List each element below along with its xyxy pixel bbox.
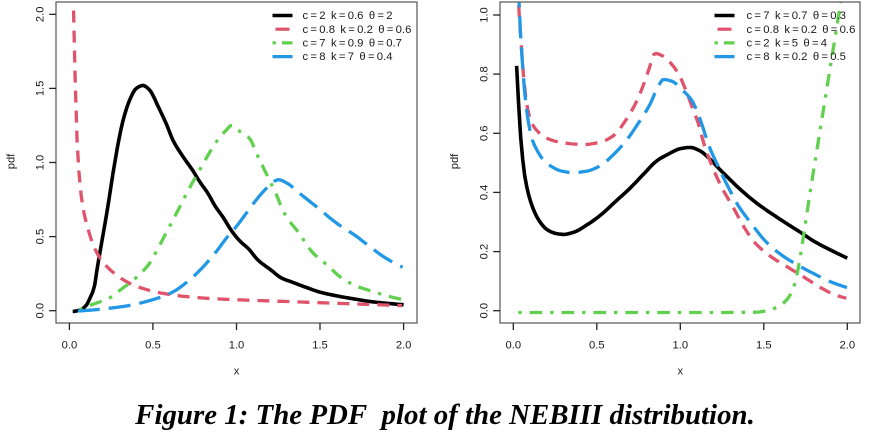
svg-text:1.0: 1.0 [35,155,47,171]
svg-text:1.5: 1.5 [756,340,772,352]
svg-text:Figure 1: The PDF plot of the: Figure 1: The PDF plot of the NEBIII dis… [134,399,755,431]
svg-text:0.4: 0.4 [479,185,491,201]
svg-text:0.8: 0.8 [479,66,491,82]
svg-text:1.0: 1.0 [229,340,245,352]
svg-text:0.2: 0.2 [479,244,491,260]
svg-text:1.0: 1.0 [673,340,689,352]
svg-text:0.0: 0.0 [479,303,491,319]
svg-text:0.0: 0.0 [35,303,47,319]
svg-text:c = 7 k = 0.7 θ = 0.3: c = 7 k = 0.7 θ = 0.3 [747,10,846,22]
svg-text:c = 0.8 k = 0.2 θ = 0.6: c = 0.8 k = 0.2 θ = 0.6 [303,24,412,36]
svg-text:0.0: 0.0 [506,340,522,352]
svg-text:1.5: 1.5 [35,81,47,97]
svg-text:0.5: 0.5 [145,340,161,352]
svg-text:c = 7 k = 0.9 θ = 0.7: c = 7 k = 0.9 θ = 0.7 [303,38,402,50]
svg-text:c = 2 k = 0.6 θ = 2: c = 2 k = 0.6 θ = 2 [303,10,393,22]
svg-text:1.5: 1.5 [312,340,328,352]
svg-text:2.0: 2.0 [35,7,47,23]
svg-text:2.0: 2.0 [396,340,412,352]
svg-text:1.0: 1.0 [479,7,491,23]
svg-text:0.5: 0.5 [589,340,605,352]
svg-text:c = 2 k = 5 θ = 4: c = 2 k = 5 θ = 4 [747,38,828,50]
svg-text:x: x [234,366,240,378]
svg-text:c = 8 k = 0.2 θ = 0.5: c = 8 k = 0.2 θ = 0.5 [747,51,846,63]
svg-text:0.5: 0.5 [35,229,47,245]
svg-text:2.0: 2.0 [840,340,856,352]
svg-text:x: x [678,366,684,378]
svg-text:c = 0.8 k = 0.2 θ = 0.6: c = 0.8 k = 0.2 θ = 0.6 [747,24,856,36]
svg-text:0.6: 0.6 [479,126,491,142]
svg-text:pdf: pdf [449,153,461,169]
svg-text:0.0: 0.0 [62,340,78,352]
svg-text:pdf: pdf [6,153,18,169]
svg-text:c = 8 k = 7 θ = 0.4: c = 8 k = 7 θ = 0.4 [303,51,393,63]
